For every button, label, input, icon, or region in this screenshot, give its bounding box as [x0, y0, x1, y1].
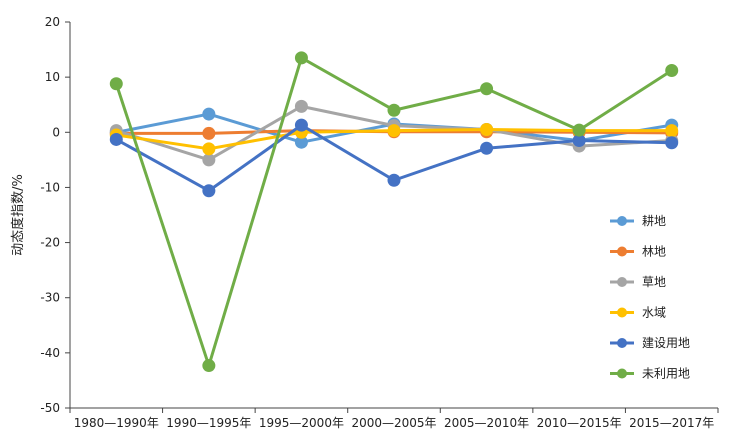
data-point [572, 134, 586, 148]
legend-label: 耕地 [642, 213, 666, 228]
data-point [109, 77, 123, 91]
legend-label: 林地 [642, 245, 666, 259]
data-point [665, 124, 679, 138]
data-point [109, 132, 123, 146]
y-tick-label: -20 [40, 236, 60, 250]
y-axis-label: 动态度指数/% [10, 174, 26, 256]
x-tick-label: 1990—1995年 [166, 416, 251, 430]
y-tick-label: -10 [40, 180, 60, 194]
x-tick-label: 1980—1990年 [74, 416, 159, 430]
legend-item: 水域 [610, 306, 666, 320]
data-point [294, 51, 308, 65]
data-point [294, 99, 308, 113]
x-tick-label: 1995—2000年 [259, 416, 344, 430]
data-point [480, 141, 494, 155]
series-layer [109, 51, 679, 373]
x-tick-label: 2015—2017年 [629, 416, 714, 430]
legend-swatch-marker [617, 246, 627, 257]
data-point [202, 184, 216, 198]
data-point [202, 142, 216, 156]
data-point [480, 82, 494, 96]
y-tick-label: 0 [52, 125, 60, 139]
legend-swatch-marker [617, 277, 627, 287]
legend-item: 建设用地 [610, 336, 690, 350]
data-point [387, 124, 401, 138]
data-point [480, 123, 494, 137]
y-tick-label: 10 [45, 70, 60, 84]
x-tick-label: 2010—2015年 [537, 416, 622, 430]
legend-swatch-marker [617, 216, 627, 226]
legend-label: 草地 [642, 275, 666, 289]
legend-label: 水域 [642, 306, 666, 320]
data-point [572, 123, 586, 137]
legend-item: 草地 [610, 275, 666, 289]
series-5 [109, 51, 679, 373]
y-tick-label: -30 [40, 291, 60, 305]
data-point [294, 118, 308, 132]
data-point [387, 173, 401, 187]
x-axis: 1980—1990年 1990—1995年 1995—2000年 2000—2005年… [69, 407, 719, 430]
legend-swatch-marker [617, 338, 627, 348]
x-tick-label: 2000—2005年 [351, 416, 436, 430]
legend-item: 耕地 [610, 213, 666, 228]
data-point [294, 135, 308, 149]
legend-swatch-marker [617, 307, 627, 318]
legend-item: 未利用地 [610, 367, 690, 381]
y-tick-label: 20 [45, 15, 60, 29]
data-point [665, 136, 679, 150]
data-point [202, 153, 216, 167]
x-tick-label: 2005—2010年 [444, 416, 529, 430]
legend-swatch-marker [617, 368, 627, 379]
legend-label: 建设用地 [642, 336, 690, 350]
legend-item: 林地 [610, 245, 666, 259]
data-point [387, 103, 401, 117]
series-4 [109, 118, 679, 198]
y-tick-label: -50 [40, 401, 60, 415]
data-point [665, 64, 679, 78]
legend-label: 未利用地 [642, 367, 690, 381]
y-axis: 20 10 0 -10 -20 -30 -40 -50 [40, 15, 71, 415]
data-point [202, 126, 216, 140]
data-point [202, 359, 216, 373]
data-point [202, 107, 216, 121]
y-tick-label: -40 [40, 346, 60, 360]
